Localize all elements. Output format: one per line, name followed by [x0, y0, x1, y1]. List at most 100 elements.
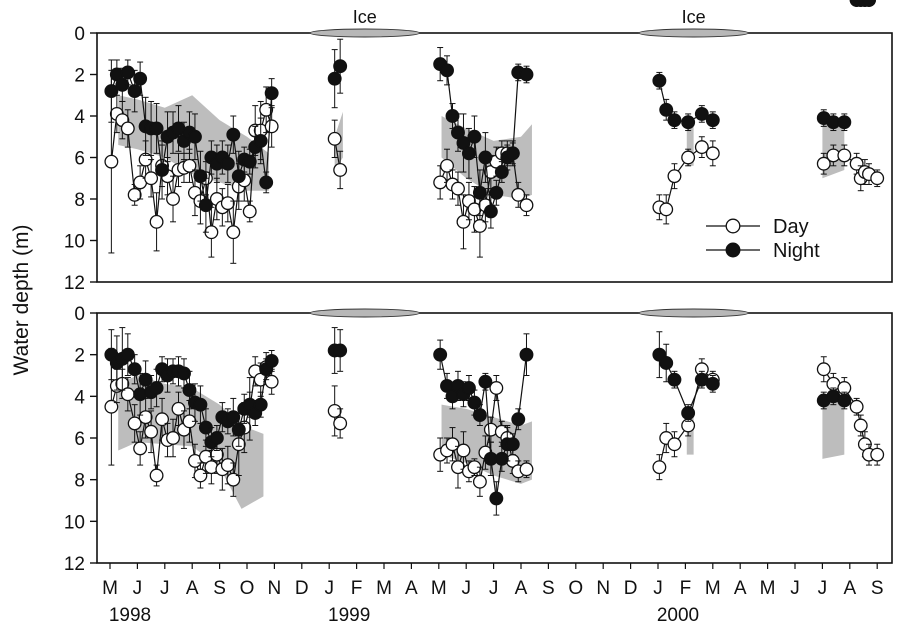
x-tick-label: N [268, 578, 282, 599]
day-point [659, 202, 674, 217]
day-point [489, 381, 504, 395]
day-point [837, 148, 852, 163]
y-tick-label: 0 [74, 304, 85, 325]
night-point [467, 395, 482, 410]
x-tick-label: A [843, 578, 856, 599]
night-point [193, 397, 208, 412]
x-tick-label: M [376, 578, 392, 599]
night-point [440, 63, 454, 78]
night-point [242, 154, 257, 169]
y-tick-label: 8 [74, 471, 85, 492]
day-point [226, 472, 241, 487]
day-point [104, 154, 119, 169]
day-point [166, 192, 180, 206]
day-point [182, 158, 197, 173]
night-point [187, 129, 202, 144]
x-tick-label: J [133, 578, 143, 599]
legend-day-label: Day [773, 216, 809, 238]
y-tick-label: 2 [74, 346, 85, 367]
x-tick-label: A [405, 578, 418, 599]
x-tick-label: O [240, 578, 255, 599]
day-point [652, 460, 667, 475]
day-point [681, 150, 696, 165]
day-point [333, 416, 348, 431]
night-point [209, 431, 224, 445]
day-point [705, 146, 720, 161]
night-point [652, 73, 667, 88]
night-point [478, 150, 493, 165]
night-point [694, 106, 709, 121]
night-point [659, 356, 674, 370]
range-band [822, 400, 845, 459]
night-point [837, 393, 852, 408]
y-tick-label: 6 [74, 429, 85, 450]
day-point [144, 424, 159, 439]
day-point [870, 447, 885, 462]
x-tick-label: D [624, 578, 638, 599]
y-tick-label: 10 [64, 232, 85, 253]
day-point [242, 204, 257, 219]
day-point [166, 431, 180, 445]
night-point [127, 84, 142, 99]
night-point [333, 343, 348, 358]
x-tick-label: J [461, 578, 471, 599]
x-tick-label: D [295, 578, 309, 599]
night-point [519, 347, 534, 362]
day-point [519, 198, 534, 213]
x-tick-label: N [596, 578, 610, 599]
x-tick-label: O [568, 578, 583, 599]
day-point [120, 121, 135, 136]
night-point [327, 71, 342, 86]
day-point [149, 214, 164, 229]
x-tick-label: J [489, 578, 499, 599]
day-point [519, 462, 534, 477]
day-point [226, 225, 241, 240]
night-point [149, 121, 164, 136]
night-point [220, 156, 235, 171]
night-point [177, 366, 191, 381]
x-tick-label: F [680, 578, 692, 599]
night-point [138, 372, 153, 387]
day-point [171, 401, 186, 416]
day-point [445, 437, 460, 452]
night-point [837, 115, 852, 130]
day-point [849, 399, 864, 414]
ice-ellipse [309, 28, 421, 38]
day-point [451, 181, 465, 196]
day-point [472, 219, 487, 233]
night-point [104, 84, 119, 99]
night-point [667, 372, 682, 387]
night-point [253, 133, 268, 148]
night-point [264, 353, 279, 368]
lower-panel: 0 2 4 6 8 10 12 [64, 0, 893, 575]
night-point [231, 422, 246, 437]
day-point [327, 131, 342, 146]
day-point [456, 214, 471, 229]
day-point [667, 169, 682, 184]
night-point [494, 451, 509, 466]
night-point [489, 491, 504, 506]
night-point [198, 198, 213, 213]
legend-night-label: Night [773, 240, 820, 262]
night-point [253, 397, 268, 412]
upper-panel: 0 2 4 6 8 10 12 Ice Ice [64, 0, 893, 294]
night-point [433, 347, 448, 362]
ice-ellipse [638, 308, 749, 318]
day-point [816, 156, 831, 171]
night-point [467, 129, 482, 144]
night-point [667, 113, 682, 128]
day-point [694, 140, 709, 155]
ice-label: Ice [353, 7, 377, 27]
x-tick-label: J [818, 578, 828, 599]
night-point [478, 374, 493, 389]
night-point [505, 146, 520, 161]
day-point [853, 418, 868, 433]
day-point [456, 443, 471, 458]
day-point [144, 171, 159, 186]
day-point [133, 441, 148, 456]
day-point [264, 119, 279, 134]
y-tick-label: 2 [74, 66, 85, 87]
y-tick-label: 12 [64, 554, 85, 575]
day-point [149, 468, 164, 483]
